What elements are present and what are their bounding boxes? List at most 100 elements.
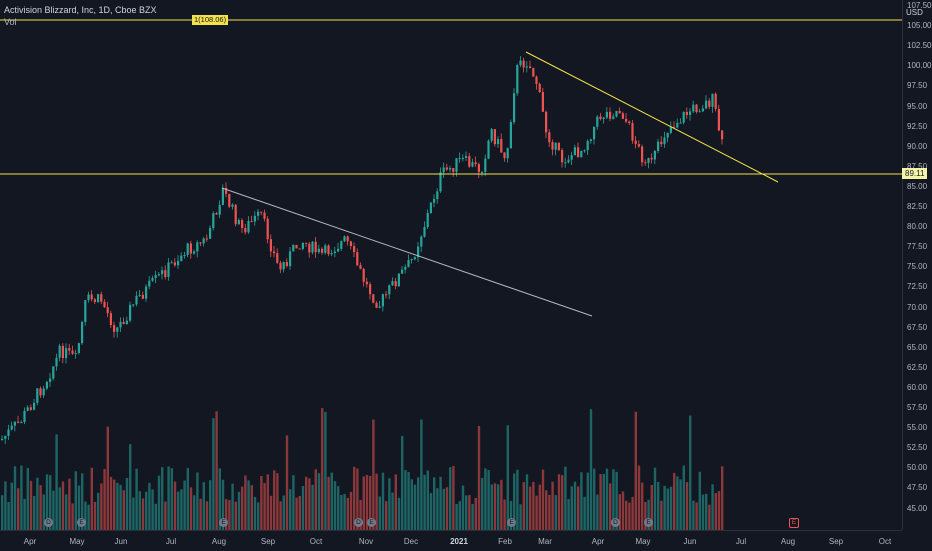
volume-bar bbox=[97, 492, 100, 530]
time-tick: Jun bbox=[683, 537, 697, 546]
volume-bar bbox=[471, 503, 474, 530]
candle-body bbox=[493, 129, 496, 145]
volume-bar bbox=[391, 492, 394, 530]
candle-body bbox=[177, 260, 180, 266]
volume-bar bbox=[458, 501, 461, 530]
volume-bar bbox=[186, 468, 189, 530]
volume-bar bbox=[673, 472, 676, 530]
earnings-marker[interactable]: E bbox=[77, 518, 86, 527]
candle-body bbox=[561, 150, 564, 163]
volume-bar bbox=[273, 470, 276, 530]
time-axis[interactable]: Apr May Jun Jul Aug Sep Oct Nov Dec 2021 Feb Mar Apr… bbox=[0, 530, 902, 551]
candle-body bbox=[346, 236, 349, 242]
candle-body bbox=[167, 262, 170, 278]
volume-bar bbox=[481, 478, 484, 530]
candle-body bbox=[20, 422, 23, 424]
dividend-marker[interactable]: D bbox=[611, 518, 620, 527]
candle-body bbox=[183, 255, 186, 257]
volume-bar bbox=[189, 487, 193, 530]
price-tick: 90.00 bbox=[907, 141, 928, 151]
volume-bar bbox=[698, 471, 701, 530]
volume-bar bbox=[100, 483, 103, 530]
time-tick: May bbox=[635, 537, 651, 546]
candle-body bbox=[103, 301, 106, 308]
earnings-marker[interactable]: E bbox=[507, 518, 516, 527]
dividend-marker[interactable]: D bbox=[354, 518, 363, 527]
earnings-marker[interactable]: E bbox=[644, 518, 653, 527]
volume-bar bbox=[666, 488, 669, 530]
candle-body bbox=[4, 435, 7, 439]
volume-bar bbox=[193, 495, 196, 530]
volume-bar bbox=[369, 475, 372, 530]
candle-body bbox=[538, 83, 541, 92]
chart-area[interactable]: Activision Blizzard, Inc, 1D, Cboe BZX V… bbox=[0, 0, 902, 550]
volume-bar bbox=[650, 485, 653, 530]
time-tick: Sep bbox=[260, 537, 276, 546]
volume-bar bbox=[122, 490, 125, 530]
volume-bar bbox=[65, 494, 68, 530]
volume-bar bbox=[4, 481, 7, 530]
candle-body bbox=[557, 142, 560, 151]
volume-bar bbox=[500, 479, 503, 530]
volume-bar bbox=[628, 502, 631, 530]
candle-body bbox=[276, 253, 279, 263]
trendline-descending-2021[interactable] bbox=[525, 51, 779, 183]
volume-bar bbox=[276, 473, 279, 530]
volume-bar bbox=[653, 467, 657, 530]
volume-bar bbox=[506, 425, 509, 530]
candle-body bbox=[420, 236, 423, 247]
volume-bar bbox=[477, 425, 481, 530]
volume-bar bbox=[721, 466, 724, 530]
candle-body bbox=[490, 129, 493, 141]
volume-bar bbox=[564, 466, 567, 530]
volume-bar bbox=[557, 474, 561, 530]
candle-body bbox=[52, 366, 55, 379]
candle-body bbox=[13, 421, 16, 426]
volume-bar bbox=[679, 479, 682, 530]
dividend-marker[interactable]: D bbox=[44, 518, 53, 527]
price-tick: 107.50 bbox=[907, 1, 932, 10]
candle-body bbox=[132, 304, 135, 306]
candle-body bbox=[218, 204, 221, 215]
current-price-label: 89.11 bbox=[902, 168, 928, 179]
volume-bar bbox=[497, 484, 500, 530]
price-axis[interactable]: 107.50 105.00 102.50 100.00 97.50 95.00 92.50 9… bbox=[902, 0, 932, 530]
candle-body bbox=[333, 251, 336, 254]
candle-body bbox=[583, 150, 586, 152]
time-tick: May bbox=[69, 537, 85, 546]
volume-bar bbox=[10, 482, 13, 530]
candle-body bbox=[113, 325, 116, 332]
time-tick: Apr bbox=[591, 537, 605, 546]
volume-bar bbox=[362, 476, 365, 530]
resistance-line-label: 1(108.06) bbox=[192, 15, 229, 25]
candle-body bbox=[628, 121, 631, 124]
volume-bar bbox=[68, 478, 71, 530]
volume-bar bbox=[385, 501, 388, 530]
volume-bar bbox=[74, 471, 77, 530]
candle-body bbox=[663, 137, 666, 145]
volume-bar bbox=[148, 482, 151, 530]
volume-bar bbox=[247, 480, 250, 530]
volume-bar bbox=[129, 444, 132, 530]
volume-bar bbox=[484, 468, 487, 530]
earnings-marker[interactable]: E bbox=[367, 518, 376, 527]
volume-bar bbox=[58, 487, 61, 530]
volume-bar bbox=[39, 485, 42, 530]
volume-bar bbox=[682, 465, 685, 530]
future-earnings-marker[interactable]: E bbox=[789, 518, 799, 528]
price-chart[interactable] bbox=[0, 0, 902, 530]
volume-bar bbox=[410, 479, 413, 530]
candle-body bbox=[545, 111, 548, 133]
candle-body bbox=[186, 243, 189, 256]
trendline-descending-2020[interactable] bbox=[221, 187, 593, 317]
volume-bar bbox=[401, 435, 404, 530]
time-tick: Jul bbox=[165, 537, 177, 546]
price-tick: 55.00 bbox=[907, 423, 928, 433]
volume-bar bbox=[164, 501, 167, 530]
volume-bar bbox=[637, 465, 641, 530]
volume-bar bbox=[631, 496, 634, 530]
candle-body bbox=[58, 345, 61, 358]
candle-body bbox=[154, 275, 157, 279]
earnings-marker[interactable]: E bbox=[219, 518, 228, 527]
volume-bar bbox=[29, 480, 33, 530]
